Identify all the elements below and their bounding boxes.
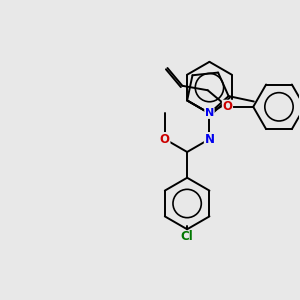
Text: N: N: [204, 133, 214, 146]
Text: Cl: Cl: [181, 230, 194, 243]
Text: O: O: [160, 133, 170, 146]
Text: O: O: [223, 100, 232, 113]
Text: N: N: [205, 108, 214, 118]
